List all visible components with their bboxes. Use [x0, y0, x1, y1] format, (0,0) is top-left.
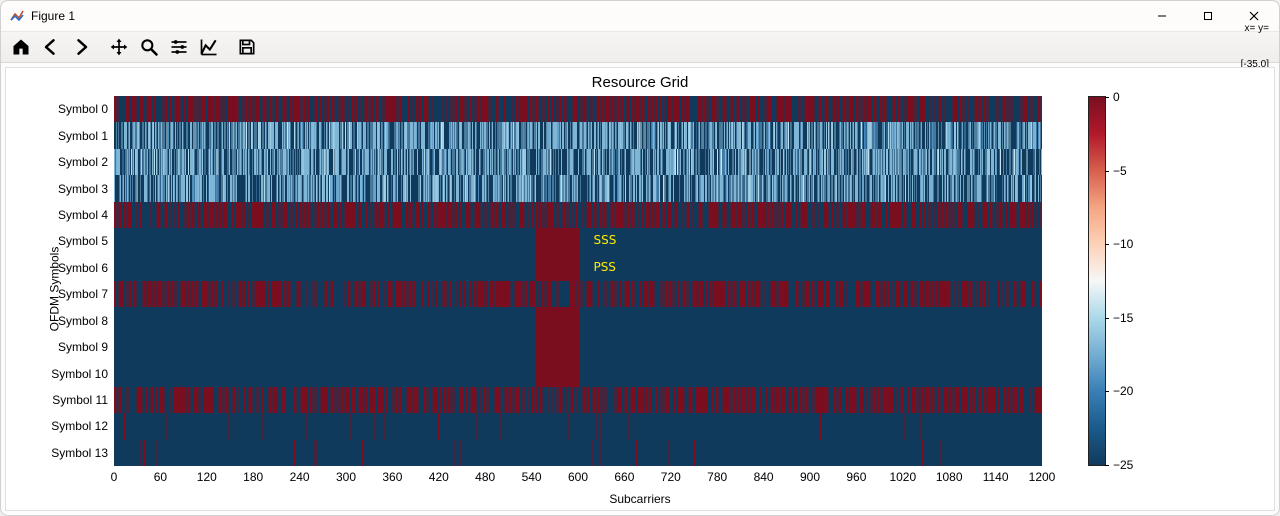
- heatmap-row: [114, 96, 1042, 122]
- colorbar-tick-mark: [1105, 465, 1109, 466]
- x-tick-label: 600: [568, 470, 588, 484]
- colorbar-tick-mark: [1105, 318, 1109, 319]
- forward-button[interactable]: [67, 33, 95, 61]
- x-tick-label: 780: [707, 470, 727, 484]
- x-tick-label: 1020: [889, 470, 916, 484]
- heatmap-row: [114, 281, 1042, 307]
- y-tick-label: Symbol 12: [51, 419, 108, 433]
- x-tick-label: 1200: [1029, 470, 1056, 484]
- y-tick-label: Symbol 4: [58, 208, 108, 222]
- x-tick-label: 60: [154, 470, 167, 484]
- heatmap-row: [114, 413, 1042, 439]
- x-tick-label: 480: [475, 470, 495, 484]
- y-tick-label: Symbol 6: [58, 261, 108, 275]
- colorbar-tick-label: −5: [1113, 164, 1127, 178]
- coord-line1: x= y=: [1241, 23, 1269, 35]
- plot-title: Resource Grid: [6, 74, 1274, 91]
- maximize-button[interactable]: [1185, 1, 1231, 31]
- heatmap-row: [114, 122, 1042, 148]
- y-tick-label: Symbol 11: [52, 393, 108, 407]
- heatmap-row: [114, 307, 1042, 333]
- colorbar: 0−5−10−15−20−25: [1088, 96, 1106, 466]
- y-tick-label: Symbol 2: [58, 155, 108, 169]
- x-tick-label: 540: [522, 470, 542, 484]
- x-tick-label: 300: [336, 470, 356, 484]
- heatmap-row: [114, 175, 1042, 201]
- x-tick-label: 660: [614, 470, 634, 484]
- colorbar-tick-mark: [1105, 391, 1109, 392]
- colorbar-tick-label: −10: [1113, 237, 1133, 251]
- annotation-label: SSS: [593, 233, 616, 247]
- heatmap-row: [114, 202, 1042, 228]
- figure-canvas[interactable]: Resource Grid OFDM Symbols Symbol 0Symbo…: [5, 67, 1275, 511]
- x-tick-label: 360: [382, 470, 402, 484]
- x-tick-label: 240: [290, 470, 310, 484]
- colorbar-tick-mark: [1105, 171, 1109, 172]
- y-tick-label: Symbol 1: [58, 129, 108, 143]
- heatmap-row: [114, 440, 1042, 466]
- subplots-button[interactable]: [165, 33, 193, 61]
- zoom-button[interactable]: [135, 33, 163, 61]
- y-tick-label: Symbol 9: [58, 340, 108, 354]
- annotation-label: PSS: [593, 260, 615, 274]
- x-tick-label: 1080: [936, 470, 963, 484]
- y-tick-label: Symbol 7: [58, 287, 108, 301]
- pan-button[interactable]: [105, 33, 133, 61]
- x-tick-label: 900: [800, 470, 820, 484]
- heatmap-row: [114, 255, 1042, 281]
- x-tick-label: 1140: [983, 470, 1009, 484]
- app-icon: [9, 8, 25, 24]
- colorbar-tick-mark: [1105, 97, 1109, 98]
- x-axis-label: Subcarriers: [6, 492, 1274, 506]
- heatmap-row: [114, 334, 1042, 360]
- x-tick-label: 960: [846, 470, 866, 484]
- x-tick-label: 720: [661, 470, 681, 484]
- back-button[interactable]: [37, 33, 65, 61]
- y-tick-label: Symbol 13: [51, 446, 108, 460]
- heatmap-row: [114, 149, 1042, 175]
- colorbar-tick-label: 0: [1113, 90, 1120, 104]
- y-tick-label: Symbol 0: [58, 102, 108, 116]
- colorbar-tick-label: −25: [1113, 458, 1133, 472]
- colorbar-tick-label: −20: [1113, 384, 1133, 398]
- x-tick-label: 840: [754, 470, 774, 484]
- x-tick-label: 420: [429, 470, 449, 484]
- y-tick-label: Symbol 3: [58, 182, 108, 196]
- x-tick-label: 120: [197, 470, 217, 484]
- minimize-button[interactable]: [1139, 1, 1185, 31]
- y-tick-label: Symbol 10: [51, 367, 108, 381]
- y-tick-label: Symbol 5: [58, 234, 108, 248]
- x-tick-label: 0: [111, 470, 118, 484]
- heatmap-row: [114, 387, 1042, 413]
- x-tick-label: 180: [243, 470, 263, 484]
- colorbar-tick-label: −15: [1113, 311, 1133, 325]
- colorbar-tick-mark: [1105, 244, 1109, 245]
- home-button[interactable]: [7, 33, 35, 61]
- heatmap-row: [114, 228, 1042, 254]
- axes-edit-button[interactable]: [195, 33, 223, 61]
- window-title: Figure 1: [31, 9, 75, 23]
- save-button[interactable]: [233, 33, 261, 61]
- y-tick-label: Symbol 8: [58, 314, 108, 328]
- heatmap-axes: Symbol 0Symbol 1Symbol 2Symbol 3Symbol 4…: [114, 96, 1042, 466]
- heatmap-row: [114, 360, 1042, 386]
